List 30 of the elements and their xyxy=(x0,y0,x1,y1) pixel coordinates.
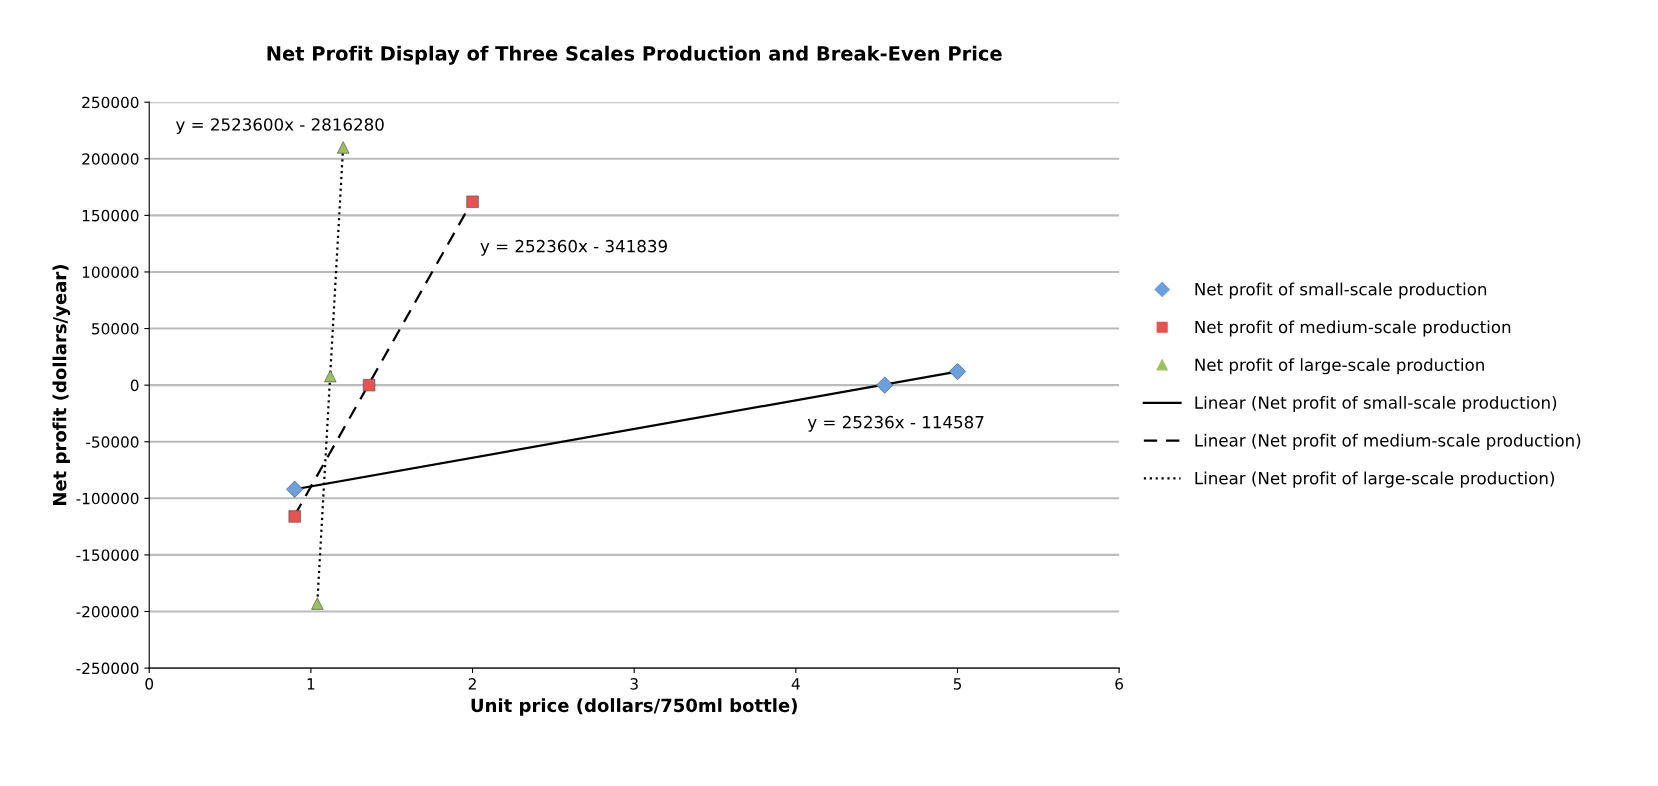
y-tick-label: 0 xyxy=(130,379,139,392)
y-tick-label: 250000 xyxy=(82,96,139,109)
legend-label: Linear (Net profit of large-scale production) xyxy=(1195,471,1554,488)
chart-title: Net Profit Display of Three Scales Production and Break-Even Price xyxy=(267,45,1002,65)
y-tick-label: -150000 xyxy=(76,549,139,561)
x-tick-label: 1 xyxy=(307,678,315,690)
y-tick-label: -200000 xyxy=(76,605,139,618)
y-tick-label: -50000 xyxy=(86,436,139,448)
legend-label: Linear (Net profit of small-scale production) xyxy=(1195,395,1557,413)
y-tick-label: 200000 xyxy=(82,153,139,165)
x-tick-label: 3 xyxy=(630,678,638,690)
legend-label: Net profit of medium-scale production xyxy=(1195,320,1511,337)
y-axis-title: Net profit (dollars/year) xyxy=(52,265,71,506)
annotation: y = 252360x - 341839 xyxy=(480,239,667,256)
y-tick-label: -250000 xyxy=(76,662,139,675)
y-tick-label: 100000 xyxy=(82,266,139,278)
y-tick-label: 150000 xyxy=(82,209,139,222)
annotation: y = 2523600x - 2816280 xyxy=(175,118,384,135)
legend-label: Linear (Net profit of medium-scale production) xyxy=(1195,433,1581,450)
x-tick-label: 5 xyxy=(953,678,962,690)
legend-label: Net profit of small-scale production xyxy=(1195,282,1487,299)
x-tick-label: 2 xyxy=(468,678,476,690)
y-tick-label: -100000 xyxy=(76,492,139,505)
legend-label: Net profit of large-scale production xyxy=(1195,358,1484,375)
x-tick-label: 0 xyxy=(145,678,154,690)
x-tick-label: 6 xyxy=(1115,678,1124,690)
annotation: y = 25236x - 114587 xyxy=(807,415,984,432)
x-tick-label: 4 xyxy=(791,678,800,690)
y-tick-label: 50000 xyxy=(92,323,139,335)
x-axis-title: Unit price (dollars/750ml bottle) xyxy=(471,698,797,716)
